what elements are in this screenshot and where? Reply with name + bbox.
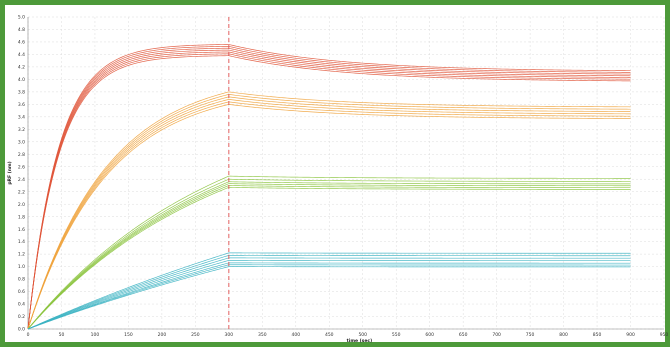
sensorgram-curve-1-3 <box>27 47 631 330</box>
x-tick-label: 800 <box>559 332 568 338</box>
x-tick-label: 450 <box>325 332 334 338</box>
y-tick-label: 0.6 <box>18 289 25 295</box>
sensorgram-curve-2-4 <box>27 99 631 330</box>
y-tick-label: 0.8 <box>18 277 25 283</box>
x-tick-label: 550 <box>392 332 401 338</box>
sensorgram-curve-3-3 <box>27 181 631 330</box>
sensorgram-curve-3-6 <box>27 186 631 330</box>
y-tick-label: 1.2 <box>18 252 25 258</box>
sensorgram-curve-3-1 <box>27 175 631 330</box>
y-tick-label: 4.8 <box>18 27 25 33</box>
sensorgram-curve-3-2 <box>27 178 631 330</box>
y-tick-label: 4.2 <box>18 65 25 71</box>
x-tick-label: 150 <box>124 332 133 338</box>
x-tick-label: 400 <box>291 332 300 338</box>
sensorgram-curve-3-4 <box>27 183 631 330</box>
x-tick-label: 300 <box>225 332 234 338</box>
x-tick-label: 750 <box>526 332 535 338</box>
sensorgram-curve-1-2 <box>27 45 631 330</box>
x-tick-label: 850 <box>593 332 602 338</box>
y-tick-label: 2.6 <box>18 164 25 170</box>
sensorgram-curve-1-7 <box>27 55 631 330</box>
y-tick-label: 2.8 <box>18 152 25 158</box>
sensorgram-curve-4-5 <box>27 262 631 330</box>
y-tick-label: 3.8 <box>18 89 25 95</box>
x-tick-label: 600 <box>425 332 434 338</box>
y-tick-label: 1.0 <box>18 264 25 270</box>
x-tick-label: 950 <box>660 332 669 338</box>
x-tick-label: 100 <box>91 332 100 338</box>
y-tick-label: 2.0 <box>18 202 25 208</box>
sensorgram-curve-1-6 <box>27 53 631 330</box>
sensorgram-curve-4-1 <box>27 252 631 330</box>
y-tick-label: 1.4 <box>18 239 25 245</box>
x-tick-label: 200 <box>158 332 167 338</box>
y-tick-labels: 0.0 0.2 0.4 0.6 0.8 1.0 1.2 1.4 1.6 1.8 2.0 2.2 2.4 2… <box>18 15 25 333</box>
y-tick-label: 3.0 <box>18 139 25 145</box>
sensorgram-curve-2-6 <box>27 104 631 330</box>
y-tick-label: 3.6 <box>18 102 25 108</box>
sensorgram-curve-4-2 <box>27 255 631 330</box>
x-tick-label: 500 <box>358 332 367 338</box>
y-tick-label: 2.2 <box>18 189 25 195</box>
y-tick-label: 0.4 <box>18 302 25 308</box>
y-tick-label: 4.4 <box>18 52 25 58</box>
y-tick-label: 1.6 <box>18 227 25 233</box>
sensorgram-curve-2-1 <box>27 91 631 330</box>
y-tick-label: 4.0 <box>18 77 25 83</box>
x-tick-labels: 0 50 100 150 200 250 300 350 400 450 500 550 600 650 7… <box>27 332 669 338</box>
sensorgram-curve-3-5 <box>27 185 631 330</box>
x-tick-label: 250 <box>191 332 200 338</box>
y-tick-label: 0.0 <box>18 327 25 333</box>
x-tick-label: 50 <box>59 332 65 338</box>
sensorgram-curve-4-7 <box>27 266 631 330</box>
y-tick-label: 4.6 <box>18 40 25 46</box>
sensorgram-curve-2-3 <box>27 96 631 330</box>
y-axis-title: pRF (nm) <box>7 161 13 184</box>
sensorgram-curve-4-4 <box>27 260 631 330</box>
sensorgram-curve-4-3 <box>27 257 631 330</box>
sensorgram-curve-4-6 <box>27 264 631 330</box>
y-tick-label: 3.4 <box>18 114 25 120</box>
sensorgram-curve-1-5 <box>27 51 631 330</box>
grid <box>27 16 665 330</box>
x-tick-label: 350 <box>258 332 267 338</box>
x-tick-label: 650 <box>459 332 468 338</box>
x-tick-label: 0 <box>27 332 30 338</box>
sensorgram-curve-1-1 <box>27 44 631 330</box>
y-tick-label: 1.8 <box>18 214 25 220</box>
series-curves <box>27 44 631 330</box>
x-axis-title: time (sec) <box>347 338 373 344</box>
sensorgram-curve-1-4 <box>27 49 631 330</box>
x-tick-label: 700 <box>492 332 501 338</box>
y-tick-label: 3.2 <box>18 127 25 133</box>
x-tick-label: 900 <box>626 332 635 338</box>
y-tick-label: 2.4 <box>18 177 25 183</box>
y-tick-label: 0.2 <box>18 314 25 320</box>
sensorgram-curve-2-2 <box>27 94 631 330</box>
y-tick-label: 5.0 <box>18 15 25 21</box>
sensorgram-curve-2-5 <box>27 101 631 330</box>
